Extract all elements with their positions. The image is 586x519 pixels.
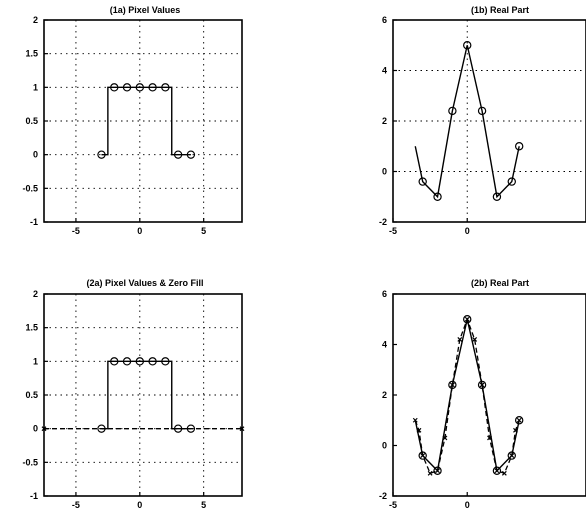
p1a-xtick-label: 5 — [201, 226, 206, 236]
p1b-ytick-label: -2 — [379, 217, 387, 227]
p2a-x-marker — [239, 426, 245, 432]
p1b-data-point — [433, 192, 442, 201]
p1b-ytick-label: 2 — [382, 116, 387, 126]
panel-1a-title: (1a) Pixel Values — [110, 5, 181, 15]
p1a-data-point — [135, 83, 145, 92]
p2b-ytick-label: 2 — [382, 390, 387, 400]
p2b-x-marker — [509, 453, 515, 459]
p2b-x-marker — [416, 427, 422, 433]
p2b-axes-frame — [392, 293, 586, 497]
p1a-series-step-line — [101, 86, 191, 156]
p1b-data-point — [477, 106, 487, 116]
p1b-xtick-label: -5 — [389, 226, 397, 236]
p2b-x-marker — [435, 468, 440, 474]
p1a-ytick-label: -1 — [30, 217, 38, 227]
p1a-ytick-label: 1.5 — [25, 49, 38, 59]
p1a-ytick-label: -0.5 — [22, 183, 38, 193]
p1b-ytick-label: 6 — [382, 15, 387, 25]
p2b-x-marker — [472, 337, 478, 342]
p2a-ytick-label: 0 — [33, 424, 38, 434]
p2a-ytick-label: 1.5 — [25, 323, 38, 333]
p2b-xtick-label: -5 — [389, 500, 397, 510]
p2b-x-marker — [479, 382, 485, 388]
p2a-data-point — [97, 424, 106, 433]
p1b-xtick-label: 0 — [465, 226, 470, 236]
panel-2a: (2a) Pixel Values & Zero Fill -1 -0.5 0 0.5… — [22, 278, 245, 510]
p2b-x-marker — [464, 316, 470, 322]
p2b-data-point — [514, 416, 524, 425]
p2b-x-marker — [457, 337, 463, 342]
panel-1b: (1b) Real Part -2 0 2 4 6 -5 0 — [379, 5, 586, 236]
p2b-x-marker — [420, 453, 426, 459]
p2a-xtick-label: 5 — [201, 500, 206, 510]
p1a-xtick-label: 0 — [137, 226, 142, 236]
p1a-ytick-label: 2 — [33, 15, 38, 25]
p2a-data-point — [148, 357, 157, 366]
p1a-data-point — [186, 150, 196, 159]
panel-2b-title: (2b) Real Part — [471, 278, 529, 288]
p1a-data-point — [97, 150, 106, 159]
p2b-ytick-label: 4 — [382, 340, 387, 350]
p1a-data-point — [173, 150, 183, 159]
p1b-data-point — [492, 192, 502, 201]
p2a-xtick-label: -5 — [72, 500, 80, 510]
p2b-series-line — [414, 319, 520, 473]
p2b-x-marker — [494, 468, 500, 474]
p2a-data-point — [110, 357, 119, 366]
p2b-data-point — [492, 466, 502, 475]
p2b-data-point — [463, 315, 472, 324]
p1a-xtick-label: -5 — [72, 226, 80, 236]
p2a-data-point — [122, 357, 132, 366]
p2a-xtick-label: 0 — [137, 500, 142, 510]
p1b-data-point — [448, 106, 457, 116]
p1b-data-point — [418, 177, 427, 186]
p2b-x-marker — [442, 435, 448, 441]
p2b-data-point — [433, 466, 442, 475]
p2b-ytick-label: -2 — [379, 491, 387, 501]
p2b-xtick-label: 0 — [465, 500, 470, 510]
p2a-ytick-label: -1 — [30, 491, 38, 501]
p1b-series-line — [414, 45, 520, 199]
p2b-x-marker — [412, 417, 418, 423]
p1b-data-point — [507, 177, 516, 186]
p2b-x-marker — [513, 427, 518, 433]
p1b-ytick-label: 0 — [382, 167, 387, 177]
p2b-x-marker — [516, 417, 522, 423]
p2a-ytick-label: 0.5 — [25, 390, 38, 400]
p2a-ytick-label: 2 — [33, 289, 38, 299]
p2b-ytick-label: 6 — [382, 289, 387, 299]
p2b-x-marker — [427, 470, 433, 476]
p1a-data-point — [110, 83, 119, 92]
p1a-ytick-label: 0.5 — [25, 116, 38, 126]
p1b-data-point — [514, 142, 524, 151]
p1a-data-point — [122, 83, 132, 92]
panel-1b-title: (1b) Real Part — [471, 5, 529, 15]
p1a-ytick-label: 1 — [33, 82, 38, 92]
panel-1a: (1a) Pixel Values -1 -0.5 0 0.5 1 1.5 2 -5 0 5 — [22, 5, 243, 236]
p2b-x-marker — [487, 435, 492, 441]
panel-2b: (2b) Real Part -2 0 2 4 6 -5 0 — [379, 278, 586, 510]
p2b-x-marker — [501, 470, 507, 476]
p2a-data-point — [186, 424, 196, 433]
p2a-ytick-label: 1 — [33, 356, 38, 366]
p2a-data-point — [135, 357, 145, 366]
p2a-x-marker — [41, 426, 47, 432]
p2b-series-dashed-line — [414, 317, 520, 475]
p2a-data-point — [161, 357, 170, 366]
p1a-ytick-label: 0 — [33, 150, 38, 160]
p2b-x-marker — [449, 382, 455, 388]
panel-2a-title: (2a) Pixel Values & Zero Fill — [86, 278, 203, 288]
p1a-data-point — [161, 83, 170, 92]
p2b-ytick-label: 0 — [382, 441, 387, 451]
p2a-ytick-label: -0.5 — [22, 457, 38, 467]
p1b-ytick-label: 4 — [382, 66, 387, 76]
p1b-data-point — [463, 41, 472, 50]
p1a-data-point — [148, 83, 157, 92]
